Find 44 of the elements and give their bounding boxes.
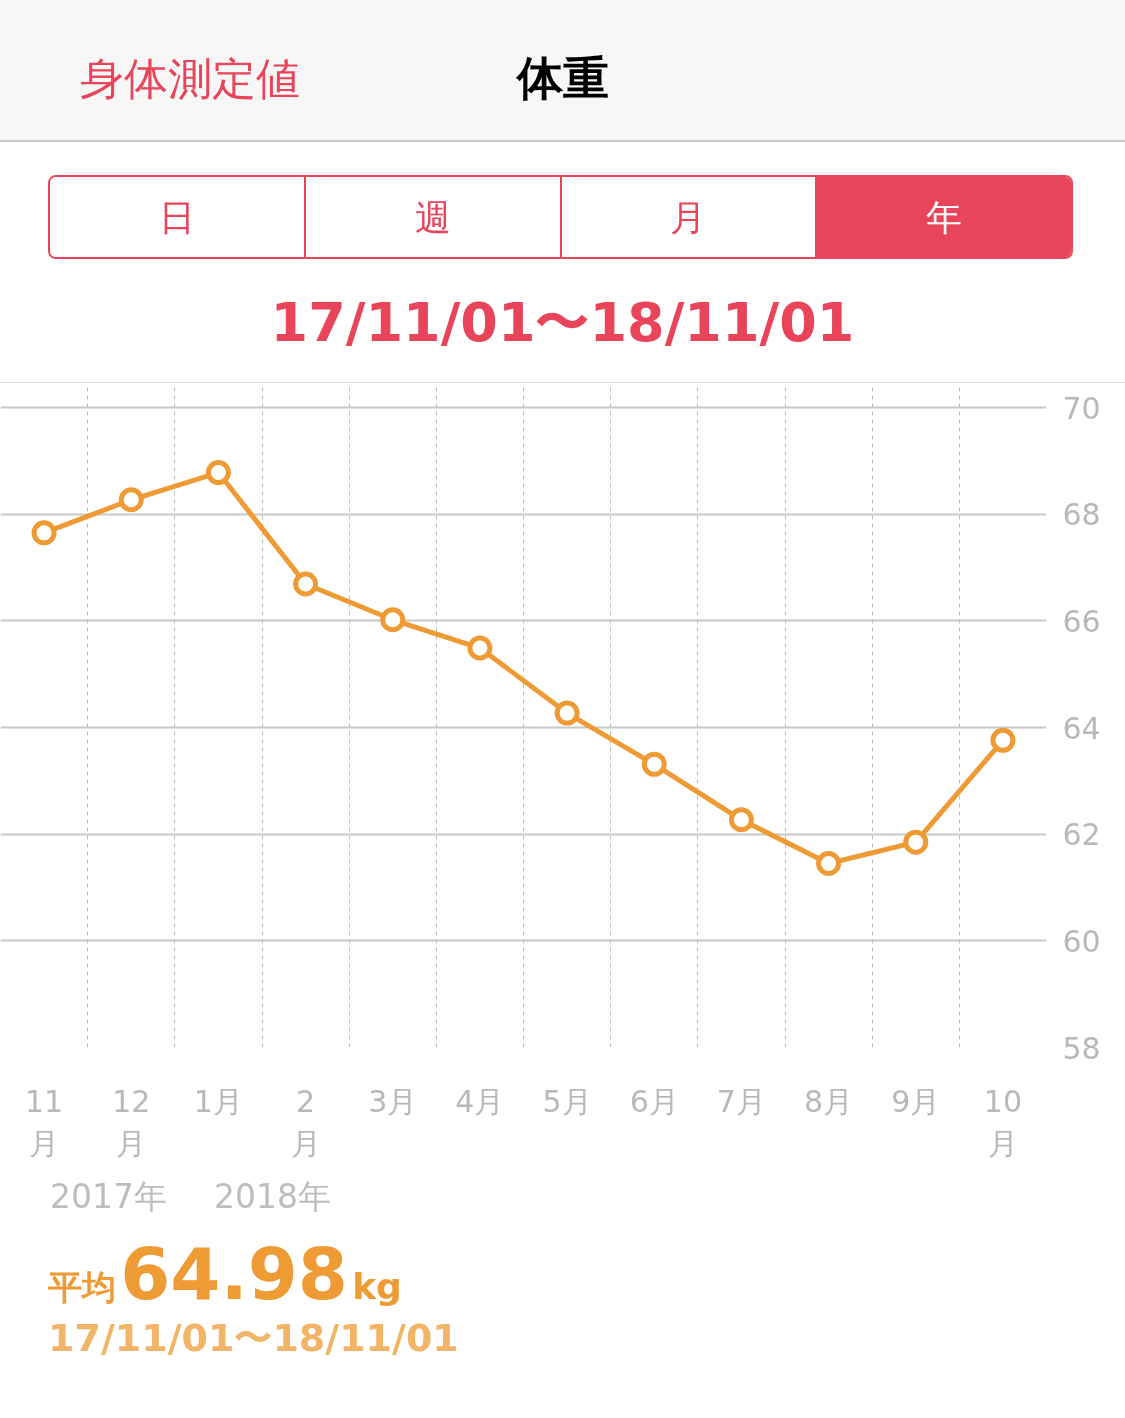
point bbox=[293, 571, 319, 597]
x-tick-label: 8月 bbox=[804, 1083, 854, 1119]
x-tick-label: 6月 bbox=[629, 1083, 679, 1119]
x-tick-label: 12 月 bbox=[112, 1083, 151, 1161]
y-tick-label: 64 bbox=[1062, 710, 1101, 746]
x-tick-label: 1月 bbox=[193, 1083, 243, 1119]
y-tick-label: 60 bbox=[1062, 923, 1101, 959]
y-tick-label: 66 bbox=[1062, 603, 1101, 639]
point bbox=[205, 460, 231, 486]
text: 17/11/01〜18/11/01 bbox=[0, 273, 1125, 383]
point bbox=[728, 807, 754, 833]
chart-title: 体重 bbox=[516, 51, 609, 105]
text: 年 bbox=[815, 177, 1071, 257]
text: 2018年 bbox=[214, 1176, 331, 1218]
point bbox=[31, 520, 57, 546]
text: 月 bbox=[559, 177, 816, 257]
x-tick-label: 5月 bbox=[542, 1083, 592, 1119]
text: 64.98 bbox=[120, 1232, 348, 1316]
y-tick-label: 70 bbox=[1062, 390, 1101, 426]
x-tick-label: 9月 bbox=[891, 1083, 941, 1119]
point bbox=[641, 751, 667, 777]
point bbox=[380, 607, 406, 633]
x-tick-label: 3月 bbox=[368, 1083, 418, 1119]
x-tick-label: 2 月 bbox=[290, 1083, 321, 1161]
point bbox=[903, 829, 929, 855]
y-tick-label: 58 bbox=[1062, 1030, 1101, 1066]
text: 身体測定値 bbox=[80, 52, 300, 106]
text: 週 bbox=[303, 177, 560, 257]
x-tick-label: 10 月 bbox=[983, 1083, 1023, 1161]
x-tick-label: 7月 bbox=[716, 1083, 766, 1119]
point bbox=[816, 851, 842, 876]
y-tick-label: 68 bbox=[1062, 497, 1101, 533]
text: 17/11/01〜18/11/01 bbox=[48, 1315, 459, 1362]
text: 平均 bbox=[48, 1267, 116, 1307]
point bbox=[554, 700, 580, 726]
text: 日 bbox=[50, 177, 304, 257]
x-tick-label: 11 月 bbox=[25, 1083, 64, 1161]
text: 2017年 bbox=[50, 1176, 167, 1218]
point bbox=[990, 727, 1016, 753]
point bbox=[118, 487, 144, 513]
text: kg bbox=[352, 1266, 402, 1307]
x-tick-label: 4月 bbox=[455, 1083, 505, 1119]
y-tick-label: 62 bbox=[1062, 817, 1101, 853]
point bbox=[467, 635, 493, 661]
